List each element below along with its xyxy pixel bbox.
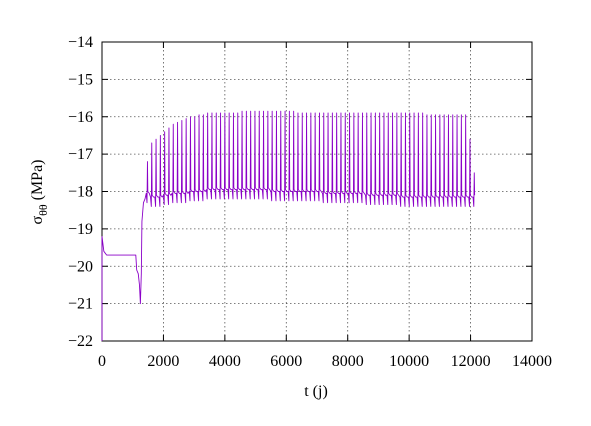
series: [101, 110, 476, 341]
x-tick-label: 0: [98, 353, 106, 370]
series-line: [101, 110, 476, 305]
x-tick-label: 12000: [451, 353, 491, 370]
y-axis: −22 −21 −20 −19 −18 −17 −16 −15 −14: [68, 34, 532, 350]
y-tick-label: −15: [68, 71, 93, 88]
x-axis: 0 2000 4000 6000 8000 10000 12000 14000: [98, 42, 552, 370]
y-tick-label: −21: [68, 296, 93, 313]
y-tick-label: −20: [68, 258, 93, 275]
x-tick-label: 14000: [512, 353, 552, 370]
x-tick-label: 4000: [209, 353, 241, 370]
y-tick-label: −17: [68, 146, 93, 163]
y-tick-label: −16: [68, 109, 93, 126]
x-axis-label: t (j): [304, 383, 328, 400]
y-axis-label: σθθ (MPa): [29, 159, 50, 224]
x-tick-label: 8000: [332, 353, 364, 370]
x-tick-label: 6000: [270, 353, 302, 370]
y-tick-label: −14: [68, 34, 93, 51]
x-tick-label: 2000: [147, 353, 179, 370]
y-tick-label: −18: [68, 184, 93, 201]
y-axis-label-symbol: σ: [29, 216, 46, 225]
x-tick-label: 10000: [389, 353, 429, 370]
y-tick-label: −22: [68, 333, 93, 350]
y-axis-label-unit: (MPa): [29, 159, 46, 204]
y-axis-label-subscript: θθ: [36, 204, 50, 216]
y-tick-label: −19: [68, 221, 93, 238]
